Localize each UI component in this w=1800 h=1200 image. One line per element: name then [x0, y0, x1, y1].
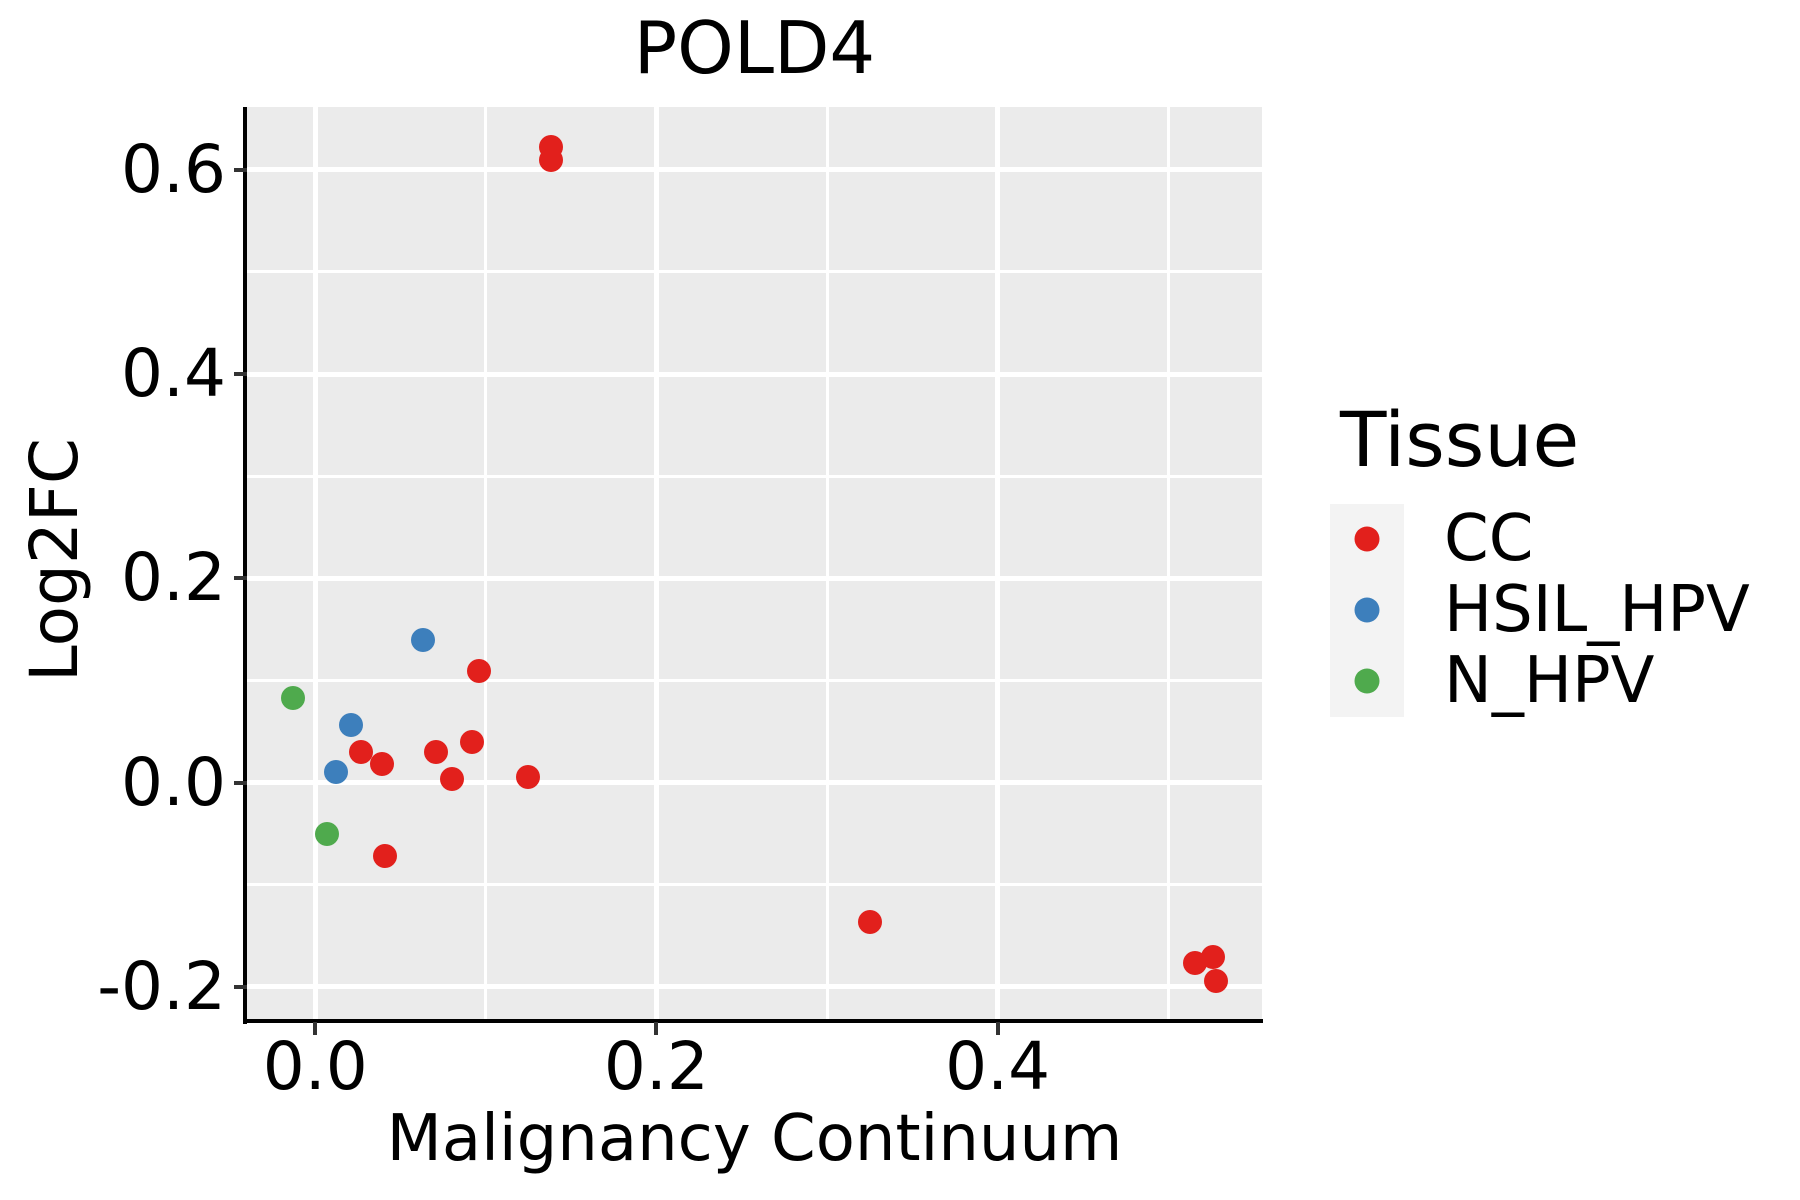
data-point-CC	[467, 659, 491, 684]
y-tick-mark	[234, 167, 247, 172]
y-major-gridline	[247, 984, 1262, 990]
x-tick-label: 0.4	[945, 1028, 1051, 1105]
data-point-N_HPV	[315, 821, 340, 846]
legend-item-label: HSIL_HPV	[1444, 573, 1750, 647]
x-minor-gridline	[825, 107, 829, 1021]
data-point-CC	[439, 767, 464, 792]
data-point-HSIL_HPV	[410, 627, 435, 652]
x-major-gridline	[995, 107, 1001, 1021]
y-tick-label: 0.2	[121, 539, 226, 617]
legend-key-box	[1330, 646, 1404, 717]
y-tick-label: 0.0	[121, 743, 226, 821]
data-point-CC	[373, 844, 398, 869]
y-minor-gridline	[247, 474, 1262, 478]
legend-item-label: CC	[1444, 502, 1534, 576]
data-point-N_HPV	[281, 685, 306, 710]
legend-dot-CC	[1354, 526, 1380, 552]
y-tick-label: 0.4	[121, 335, 226, 413]
data-point-CC	[369, 752, 394, 777]
x-tick-label: 0.0	[262, 1028, 368, 1105]
x-tick-mark	[654, 1022, 659, 1035]
data-point-CC	[349, 739, 374, 764]
legend-key-box	[1330, 504, 1404, 575]
data-point-CC	[516, 765, 541, 790]
x-tick-label: 0.2	[603, 1028, 709, 1105]
y-major-gridline	[247, 167, 1262, 173]
data-point-CC	[857, 910, 882, 935]
y-tick-mark	[234, 576, 247, 581]
y-major-gridline	[247, 371, 1262, 377]
legend-key-box	[1330, 575, 1404, 646]
y-tick-mark	[234, 984, 247, 989]
legend-title: Tissue	[1340, 395, 1580, 484]
x-tick-mark	[313, 1022, 318, 1035]
y-tick-label: -0.2	[97, 947, 226, 1025]
legend-item-label: N_HPV	[1444, 644, 1655, 718]
legend-item-N_HPV: N_HPV	[1330, 646, 1760, 717]
y-major-gridline	[247, 575, 1262, 581]
y-minor-gridline	[247, 270, 1262, 274]
y-axis-line	[243, 107, 247, 1024]
y-minor-gridline	[247, 678, 1262, 682]
y-major-gridline	[247, 780, 1262, 786]
x-axis-line	[243, 1019, 1263, 1023]
x-tick-mark	[995, 1022, 1000, 1035]
legend-item-HSIL_HPV: HSIL_HPV	[1330, 575, 1760, 646]
legend-dot-N_HPV	[1354, 668, 1380, 694]
data-point-CC	[538, 147, 563, 172]
data-point-HSIL_HPV	[323, 760, 348, 785]
y-minor-gridline	[247, 883, 1262, 887]
x-minor-gridline	[1166, 107, 1170, 1021]
x-axis-title: Malignancy Continuum	[386, 1102, 1123, 1176]
legend-dot-HSIL_HPV	[1354, 597, 1380, 623]
y-tick-label: 0.6	[121, 130, 226, 208]
data-point-CC	[460, 729, 485, 754]
data-point-CC	[424, 739, 449, 764]
plot-panel	[247, 107, 1262, 1021]
data-point-CC	[1200, 945, 1225, 970]
y-tick-mark	[234, 372, 247, 377]
x-minor-gridline	[484, 107, 488, 1021]
x-major-gridline	[312, 107, 318, 1021]
plot-title: POLD4	[633, 6, 876, 90]
data-point-CC	[1203, 968, 1228, 993]
y-tick-mark	[234, 780, 247, 785]
y-axis-title: Log2FC	[16, 438, 93, 682]
data-point-HSIL_HPV	[339, 713, 364, 738]
x-major-gridline	[653, 107, 659, 1021]
legend-item-CC: CC	[1330, 504, 1760, 575]
